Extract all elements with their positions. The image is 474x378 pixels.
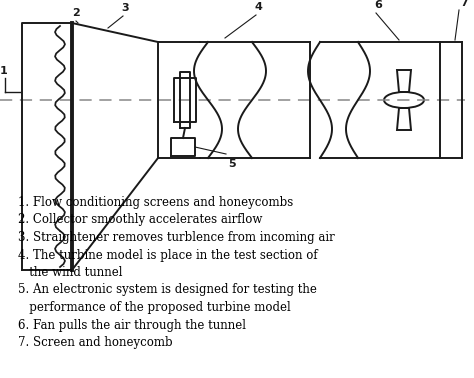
Text: 2: 2 [72,8,80,18]
Text: 1: 1 [0,66,8,76]
Text: performance of the proposed turbine model: performance of the proposed turbine mode… [18,301,291,314]
Text: 2. Collector smoothly accelerates airflow: 2. Collector smoothly accelerates airflo… [18,214,263,226]
Text: 1. Flow conditioning screens and honeycombs: 1. Flow conditioning screens and honeyco… [18,196,293,209]
Text: 4. The turbine model is place in the test section of: 4. The turbine model is place in the tes… [18,248,318,262]
Text: 3: 3 [121,3,129,13]
Text: 4: 4 [254,2,262,12]
Text: 5. An electronic system is designed for testing the: 5. An electronic system is designed for … [18,284,317,296]
Text: 6: 6 [374,0,382,10]
Text: 3. Straightener removes turblence from incoming air: 3. Straightener removes turblence from i… [18,231,335,244]
Text: 6. Fan pulls the air through the tunnel: 6. Fan pulls the air through the tunnel [18,319,246,332]
Text: the wind tunnel: the wind tunnel [18,266,122,279]
Text: 5: 5 [228,159,236,169]
Text: 7: 7 [460,0,468,8]
Text: 7. Screen and honeycomb: 7. Screen and honeycomb [18,336,173,349]
